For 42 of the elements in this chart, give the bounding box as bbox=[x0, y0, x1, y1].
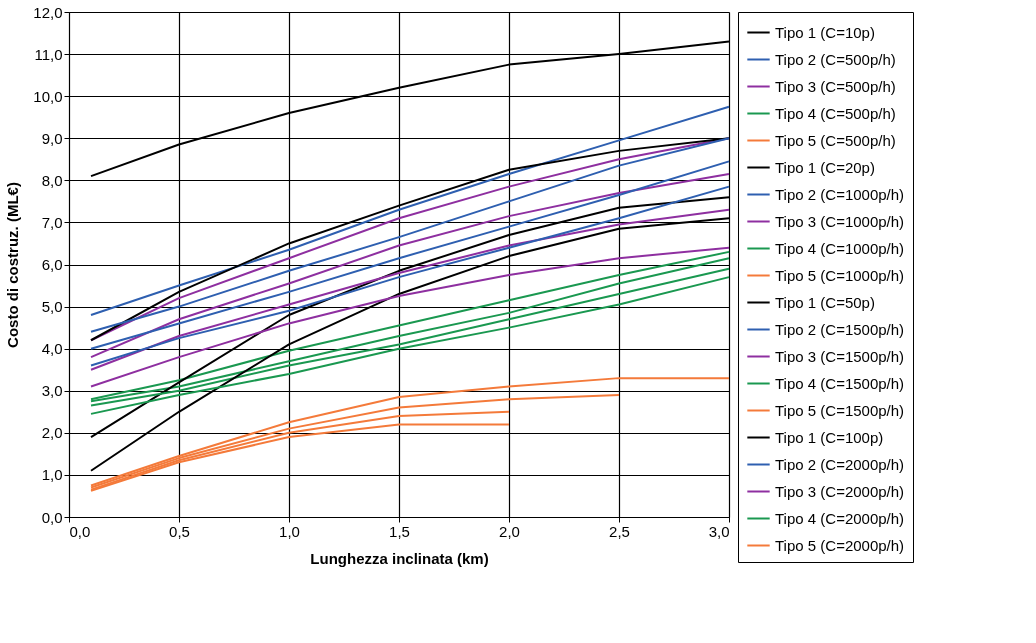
legend-label: Tipo 5 (C=500p/h) bbox=[775, 131, 896, 149]
x-tick-label: 0,5 bbox=[169, 522, 190, 540]
legend-label: Tipo 3 (C=1000p/h) bbox=[775, 212, 905, 230]
y-tick-label: 9,0 bbox=[41, 129, 63, 147]
x-tick-label: 2,5 bbox=[609, 522, 630, 540]
legend-label: Tipo 4 (C=500p/h) bbox=[775, 104, 896, 122]
legend-label: Tipo 4 (C=1500p/h) bbox=[775, 374, 905, 392]
y-tick-label: 4,0 bbox=[41, 340, 63, 358]
legend-label: Tipo 5 (C=2000p/h) bbox=[775, 536, 905, 554]
y-tick-label: 5,0 bbox=[41, 298, 63, 316]
x-axis-title: Lunghezza inclinata (km) bbox=[310, 549, 489, 567]
legend-label: Tipo 2 (C=2000p/h) bbox=[775, 455, 905, 473]
x-tick-label: 2,0 bbox=[499, 522, 520, 540]
legend-label: Tipo 5 (C=1500p/h) bbox=[775, 401, 905, 419]
x-tick-label: 3,0 bbox=[708, 522, 730, 540]
y-tick-label: 12,0 bbox=[33, 3, 63, 21]
y-tick-label: 1,0 bbox=[41, 466, 63, 484]
legend-label: Tipo 1 (C=10p) bbox=[775, 23, 875, 41]
x-tick-label: 1,5 bbox=[389, 522, 410, 540]
legend-label: Tipo 1 (C=20p) bbox=[775, 158, 875, 176]
legend-label: Tipo 2 (C=1500p/h) bbox=[775, 320, 905, 338]
y-tick-label: 3,0 bbox=[41, 382, 63, 400]
y-tick-label: 2,0 bbox=[41, 424, 63, 442]
y-tick-label: 7,0 bbox=[41, 213, 63, 231]
legend-label: Tipo 3 (C=1500p/h) bbox=[775, 347, 905, 365]
y-tick-label: 8,0 bbox=[41, 171, 63, 189]
x-tick-label: 0,0 bbox=[69, 522, 91, 540]
x-tick-label: 1,0 bbox=[279, 522, 300, 540]
y-axis-title: Costo di costruz. (ML€) bbox=[4, 182, 22, 348]
legend-label: Tipo 2 (C=1000p/h) bbox=[775, 185, 905, 203]
legend-label: Tipo 2 (C=500p/h) bbox=[775, 50, 896, 68]
y-tick-label: 0,0 bbox=[41, 508, 63, 526]
y-tick-label: 6,0 bbox=[41, 256, 63, 273]
legend-label: Tipo 3 (C=2000p/h) bbox=[775, 482, 905, 500]
legend-label: Tipo 4 (C=1000p/h) bbox=[775, 239, 905, 257]
y-tick-label: 10,0 bbox=[33, 87, 63, 105]
legend-label: Tipo 1 (C=50p) bbox=[775, 293, 875, 311]
legend-label: Tipo 4 (C=2000p/h) bbox=[775, 509, 905, 527]
legend-label: Tipo 3 (C=500p/h) bbox=[775, 77, 896, 95]
y-tick-label: 11,0 bbox=[34, 45, 63, 63]
legend-label: Tipo 5 (C=1000p/h) bbox=[775, 266, 905, 284]
legend-label: Tipo 1 (C=100p) bbox=[775, 428, 884, 446]
